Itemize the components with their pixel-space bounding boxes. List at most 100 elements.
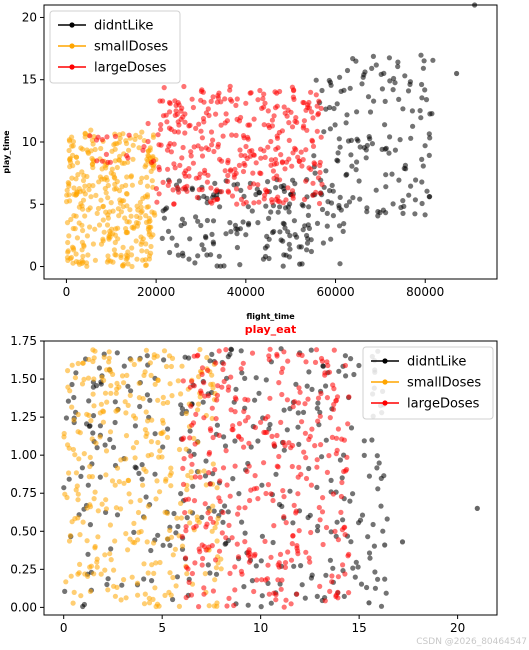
data-point-largeDoses xyxy=(186,579,192,586)
data-point-largeDoses xyxy=(238,114,244,121)
data-point-largeDoses xyxy=(286,440,292,446)
data-point-smallDoses xyxy=(196,469,202,475)
data-point-smallDoses xyxy=(73,470,79,476)
data-point-didntLike xyxy=(232,222,238,228)
data-point-largeDoses xyxy=(284,397,290,403)
data-point-didntLike xyxy=(401,203,407,209)
data-point-largeDoses xyxy=(207,515,214,522)
data-point-smallDoses xyxy=(111,174,117,180)
data-point-largeDoses xyxy=(301,196,308,203)
data-point-smallDoses xyxy=(78,145,84,151)
data-point-largeDoses xyxy=(190,104,196,111)
data-point-didntLike xyxy=(419,95,425,101)
data-point-largeDoses xyxy=(269,117,275,123)
data-point-largeDoses xyxy=(207,481,213,487)
data-point-smallDoses xyxy=(101,354,107,360)
data-point-didntLike xyxy=(358,581,365,587)
data-point-didntLike xyxy=(277,204,283,210)
data-point-largeDoses xyxy=(164,147,171,153)
data-point-largeDoses xyxy=(275,577,281,583)
data-point-smallDoses xyxy=(80,227,86,234)
data-point-largeDoses xyxy=(261,460,267,466)
data-point-largeDoses xyxy=(289,163,295,169)
data-point-didntLike xyxy=(252,397,258,403)
data-point-didntLike xyxy=(364,142,370,149)
data-point-didntLike xyxy=(187,236,193,242)
data-point-didntLike xyxy=(308,248,314,255)
data-point-didntLike xyxy=(355,138,361,144)
data-point-didntLike xyxy=(331,105,337,112)
data-point-didntLike xyxy=(298,244,304,250)
data-point-largeDoses xyxy=(225,160,231,166)
data-point-didntLike xyxy=(315,400,321,406)
data-point-didntLike xyxy=(330,188,336,194)
data-point-smallDoses xyxy=(75,411,81,418)
data-point-largeDoses xyxy=(190,420,197,426)
data-point-largeDoses xyxy=(315,418,321,424)
data-point-didntLike xyxy=(336,368,342,374)
data-point-largeDoses xyxy=(273,592,279,598)
data-point-didntLike xyxy=(319,454,325,460)
data-point-largeDoses xyxy=(181,170,187,176)
data-point-largeDoses xyxy=(266,124,272,131)
data-point-smallDoses xyxy=(80,206,86,212)
data-point-didntLike xyxy=(271,228,277,235)
data-point-didntLike xyxy=(334,519,340,525)
data-point-smallDoses xyxy=(79,381,86,387)
data-point-smallDoses xyxy=(69,362,75,368)
data-point-smallDoses xyxy=(144,156,150,162)
data-point-smallDoses xyxy=(108,390,114,396)
data-point-didntLike xyxy=(161,357,167,363)
data-point-smallDoses xyxy=(184,571,190,577)
data-point-didntLike xyxy=(343,120,349,126)
data-point-largeDoses xyxy=(251,181,257,187)
data-point-largeDoses xyxy=(286,120,292,126)
data-point-largeDoses xyxy=(345,421,351,427)
data-point-didntLike xyxy=(357,196,363,202)
data-point-didntLike xyxy=(239,519,245,525)
data-point-largeDoses xyxy=(258,170,264,177)
data-point-smallDoses xyxy=(75,497,81,503)
data-point-largeDoses xyxy=(223,347,229,353)
data-point-largeDoses xyxy=(158,122,164,128)
data-point-smallDoses xyxy=(149,562,155,568)
data-point-smallDoses xyxy=(139,175,145,181)
data-point-largeDoses xyxy=(185,566,191,572)
data-point-largeDoses xyxy=(317,583,323,590)
data-point-smallDoses xyxy=(119,184,125,190)
data-point-smallDoses xyxy=(98,145,104,152)
data-point-smallDoses xyxy=(70,446,76,453)
data-point-largeDoses xyxy=(319,181,325,187)
data-point-didntLike xyxy=(62,588,68,595)
data-point-largeDoses xyxy=(238,366,244,372)
data-point-largeDoses xyxy=(261,196,267,202)
data-point-largeDoses xyxy=(293,115,299,121)
data-point-didntLike xyxy=(324,210,330,216)
data-point-didntLike xyxy=(383,590,389,596)
data-point-smallDoses xyxy=(117,200,123,206)
x-tick-label: 60000 xyxy=(316,285,354,299)
data-point-largeDoses xyxy=(234,201,240,207)
data-point-smallDoses xyxy=(129,182,135,188)
data-point-didntLike xyxy=(395,59,401,65)
data-point-largeDoses xyxy=(246,559,252,565)
data-point-smallDoses xyxy=(102,185,108,192)
data-point-smallDoses xyxy=(71,417,77,423)
data-point-smallDoses xyxy=(209,372,215,378)
data-point-didntLike xyxy=(323,168,329,174)
data-point-didntLike xyxy=(418,52,424,58)
data-point-didntLike xyxy=(366,550,373,556)
data-point-largeDoses xyxy=(249,350,256,356)
data-point-didntLike xyxy=(273,471,279,477)
data-point-didntLike xyxy=(379,86,385,92)
data-point-largeDoses xyxy=(259,105,265,111)
data-point-largeDoses xyxy=(285,549,291,555)
data-point-largeDoses xyxy=(290,195,296,201)
data-point-smallDoses xyxy=(173,583,179,589)
data-point-didntLike xyxy=(112,399,118,405)
legend-marker-didntLike xyxy=(69,22,75,28)
data-point-didntLike xyxy=(330,213,336,219)
data-point-smallDoses xyxy=(76,259,82,265)
data-point-largeDoses xyxy=(126,132,132,138)
data-point-didntLike xyxy=(347,498,353,504)
